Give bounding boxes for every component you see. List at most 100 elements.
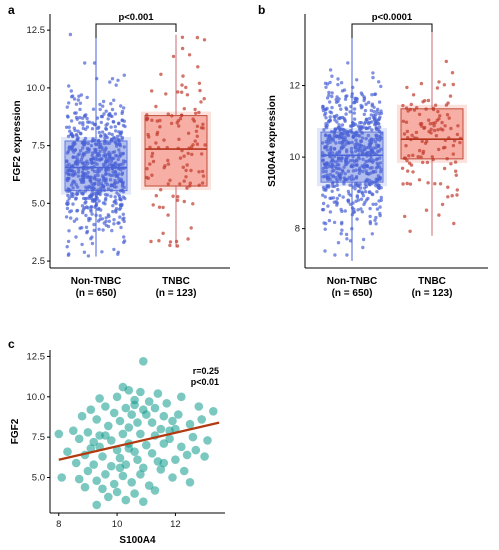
scatter-point xyxy=(80,482,90,492)
data-point xyxy=(202,97,206,101)
data-point xyxy=(186,131,191,135)
data-point xyxy=(321,201,326,206)
data-point xyxy=(89,237,93,241)
data-point xyxy=(89,194,93,198)
data-point xyxy=(366,120,370,124)
scatter-point xyxy=(147,449,157,458)
data-point xyxy=(375,207,380,211)
data-point xyxy=(120,135,124,140)
scatter-point xyxy=(89,437,98,447)
data-point xyxy=(446,185,450,189)
data-point xyxy=(343,135,347,140)
data-point xyxy=(75,192,79,196)
data-point xyxy=(412,108,417,112)
data-point xyxy=(76,174,81,178)
panel-a: a 2.5 5.0 7.5 10.0 12.5 FGF2 expression Non-TN… xyxy=(8,3,230,299)
data-point xyxy=(120,184,125,188)
data-point xyxy=(107,219,112,223)
data-point xyxy=(111,173,115,177)
data-point xyxy=(159,188,163,192)
data-point xyxy=(154,194,158,198)
data-point xyxy=(86,141,91,146)
data-point xyxy=(358,182,362,186)
data-point xyxy=(112,136,117,141)
scatter-point xyxy=(177,442,186,452)
data-point xyxy=(336,82,340,87)
data-point xyxy=(157,239,161,243)
data-point xyxy=(422,125,427,130)
data-point xyxy=(86,170,90,175)
data-point xyxy=(342,116,346,121)
data-point xyxy=(123,196,127,201)
data-point xyxy=(401,103,405,108)
x-tick-label: 8 xyxy=(56,519,61,530)
data-point xyxy=(352,210,357,214)
data-point xyxy=(151,203,155,207)
data-point xyxy=(374,127,379,131)
data-point xyxy=(112,247,116,252)
data-point xyxy=(81,121,85,125)
data-point xyxy=(405,85,409,90)
scatter-point xyxy=(159,439,169,448)
data-point xyxy=(378,161,383,165)
data-point xyxy=(121,152,125,156)
data-point xyxy=(82,143,86,147)
data-point xyxy=(157,205,162,209)
data-point xyxy=(344,112,348,116)
data-point xyxy=(81,177,86,182)
data-point xyxy=(423,99,427,103)
data-point xyxy=(81,146,85,150)
scatter-point xyxy=(133,418,142,427)
x-category-label: TNBC xyxy=(162,276,190,287)
data-point xyxy=(335,95,339,99)
data-point xyxy=(107,168,111,172)
data-point xyxy=(326,204,330,208)
data-point xyxy=(445,157,449,161)
data-point xyxy=(174,239,179,244)
data-point xyxy=(105,141,110,145)
data-point xyxy=(102,188,107,192)
data-point xyxy=(353,143,357,147)
data-point xyxy=(433,121,437,125)
data-point xyxy=(378,205,382,209)
data-point xyxy=(375,118,379,123)
data-point xyxy=(337,149,342,153)
data-point xyxy=(417,178,422,182)
scatter-point xyxy=(182,450,192,460)
data-point xyxy=(444,59,448,64)
data-point xyxy=(67,229,71,233)
data-point xyxy=(118,206,123,210)
data-point xyxy=(420,139,424,144)
data-point xyxy=(192,119,196,123)
data-point xyxy=(351,201,355,205)
data-point xyxy=(69,119,74,123)
data-point xyxy=(445,113,450,117)
scatter-point xyxy=(174,410,183,419)
data-point xyxy=(433,103,438,107)
data-point xyxy=(87,120,92,124)
data-point xyxy=(99,208,103,212)
data-point xyxy=(334,175,338,180)
data-point xyxy=(179,113,184,118)
significance-label: p<0.001 xyxy=(118,12,154,23)
data-point xyxy=(451,82,455,87)
data-point xyxy=(432,128,437,133)
scatter-point xyxy=(203,436,212,445)
data-point xyxy=(69,169,74,173)
data-point xyxy=(344,232,349,237)
data-point xyxy=(79,132,83,136)
data-point xyxy=(108,178,113,182)
data-point xyxy=(375,190,379,194)
data-point xyxy=(368,214,372,219)
data-point xyxy=(361,157,365,161)
data-point xyxy=(403,214,407,219)
data-point xyxy=(114,185,118,189)
data-point xyxy=(324,221,328,226)
data-point xyxy=(331,151,335,155)
data-point xyxy=(357,157,361,161)
data-point xyxy=(91,107,96,111)
data-point xyxy=(363,200,367,204)
data-point xyxy=(74,235,78,239)
data-point xyxy=(336,187,340,192)
y-tick-label: 2.5 xyxy=(32,256,45,267)
